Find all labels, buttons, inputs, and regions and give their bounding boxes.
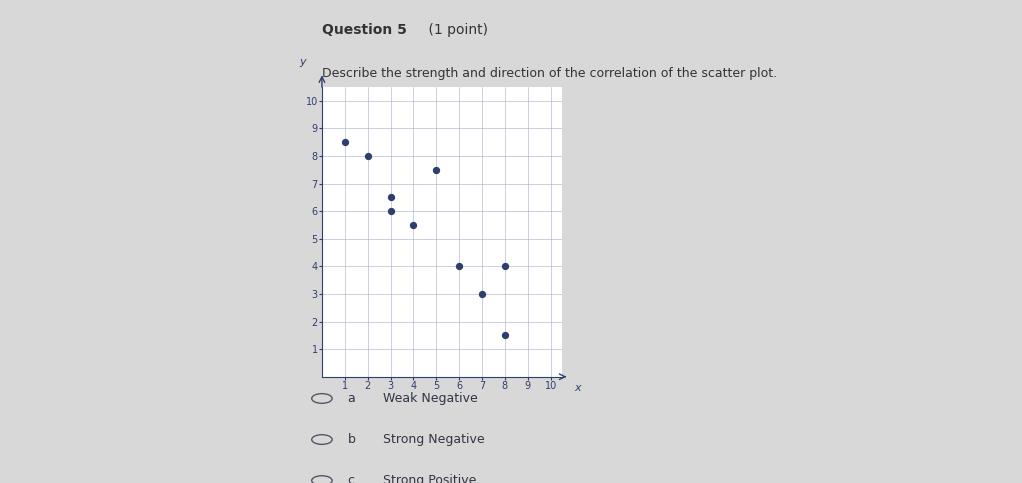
Text: x: x (574, 383, 580, 393)
Text: (1 point): (1 point) (424, 23, 489, 37)
Text: Describe the strength and direction of the correlation of the scatter plot.: Describe the strength and direction of t… (322, 67, 777, 80)
Point (360, 152, 376, 160)
Point (406, 221, 422, 229)
Text: b: b (347, 433, 356, 446)
Text: c: c (347, 474, 355, 483)
Text: Strong Negative: Strong Negative (383, 433, 484, 446)
Point (497, 331, 513, 339)
Point (451, 262, 467, 270)
Point (474, 290, 491, 298)
Text: Question 5: Question 5 (322, 23, 407, 37)
Text: Strong Positive: Strong Positive (383, 474, 476, 483)
Point (497, 262, 513, 270)
Point (382, 194, 399, 201)
Text: a: a (347, 392, 356, 405)
Text: y: y (299, 57, 306, 67)
Text: Weak Negative: Weak Negative (383, 392, 478, 405)
Point (336, 138, 353, 146)
Point (382, 207, 399, 215)
Point (428, 166, 445, 173)
